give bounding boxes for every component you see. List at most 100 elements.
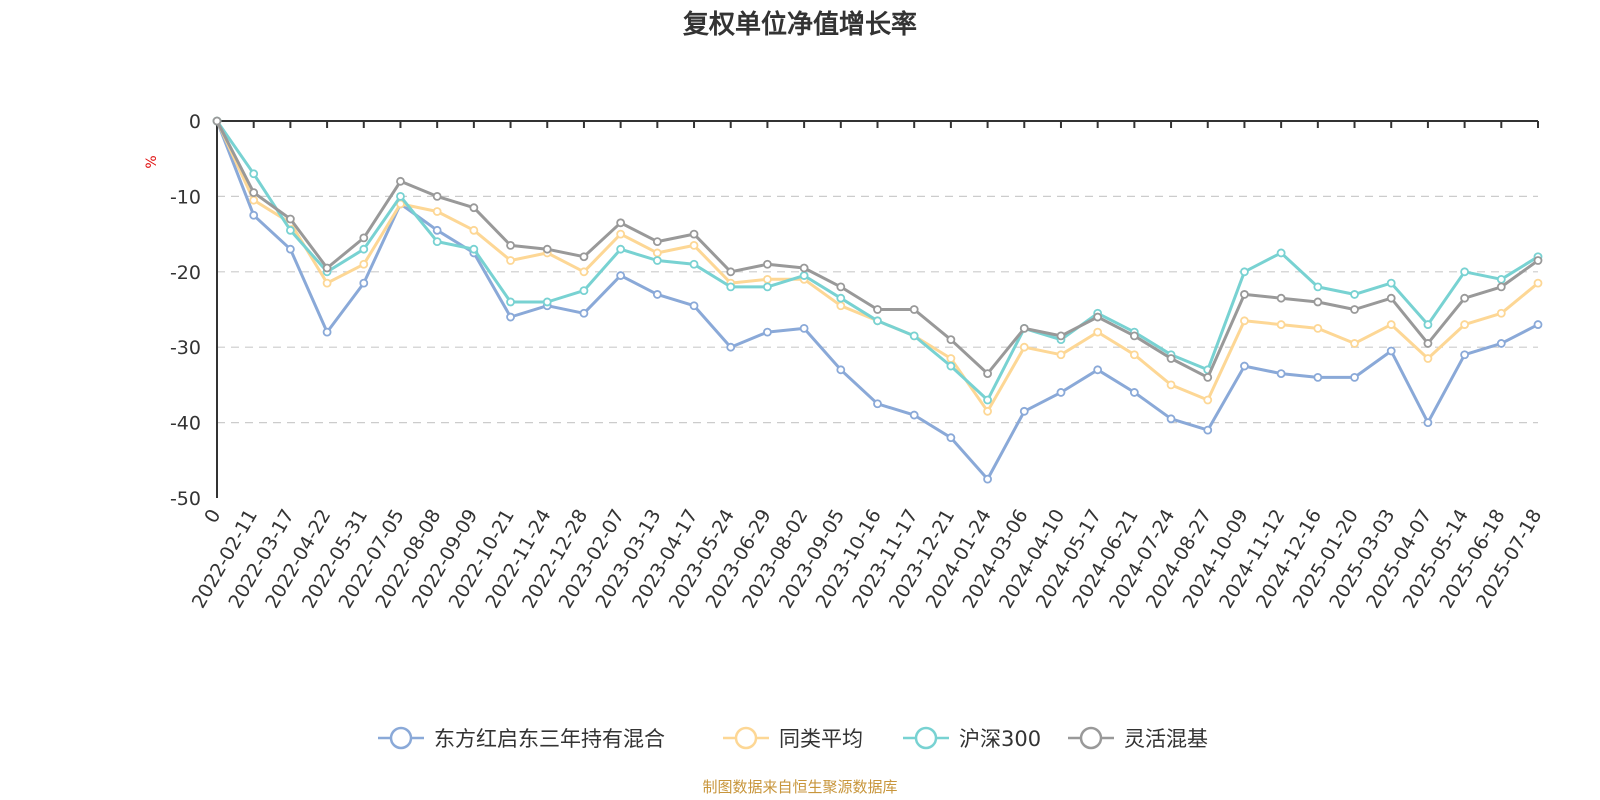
data-point	[1129, 350, 1139, 360]
data-point	[506, 312, 515, 322]
y-axis-unit-label: %	[144, 155, 160, 168]
data-point	[689, 259, 699, 269]
data-point	[836, 365, 846, 375]
x-tick-label-origin: 0	[200, 506, 225, 527]
axes	[216, 120, 1539, 498]
data-point	[652, 290, 662, 299]
data-point	[249, 188, 259, 198]
data-point	[1129, 331, 1139, 341]
data-point	[983, 369, 992, 378]
data-point	[1019, 342, 1029, 352]
data-point	[983, 395, 992, 405]
data-point	[1386, 278, 1396, 288]
legend-label: 东方红启东三年持有混合	[434, 727, 665, 751]
data-point	[1386, 293, 1396, 303]
series-line	[215, 120, 1539, 481]
data-point	[799, 271, 809, 280]
data-point	[1313, 282, 1323, 292]
legend-item[interactable]: 沪深300	[903, 726, 1041, 751]
data-point	[726, 282, 736, 292]
legend: 东方红启东三年持有混合 同类平均 沪深300 灵活混基	[378, 726, 1208, 751]
data-point	[1313, 372, 1323, 382]
data-point	[1056, 350, 1066, 360]
legend-marker	[1079, 726, 1103, 750]
data-point	[909, 305, 919, 314]
data-point	[1240, 361, 1249, 371]
legend-label: 灵活混基	[1124, 727, 1208, 751]
data-point	[799, 263, 809, 273]
data-point	[1496, 274, 1506, 284]
data-point	[836, 282, 846, 292]
chart-title: 复权单位净值增长率	[683, 9, 917, 40]
legend-item[interactable]: 同类平均	[723, 726, 863, 751]
data-point	[1240, 316, 1249, 326]
data-point	[1056, 388, 1066, 397]
data-point	[616, 218, 626, 228]
data-point	[469, 203, 479, 213]
data-point	[1166, 354, 1176, 363]
data-point	[1423, 320, 1433, 329]
data-point	[1093, 312, 1103, 322]
data-point	[946, 354, 956, 363]
legend-item[interactable]: 东方红启东三年持有混合	[378, 726, 665, 751]
data-point	[763, 282, 772, 292]
data-point	[1240, 290, 1249, 299]
data-point	[726, 267, 736, 277]
data-point	[1496, 282, 1506, 292]
data-point	[689, 241, 699, 250]
data-point	[285, 244, 295, 254]
data-point	[763, 274, 772, 284]
data-point	[1460, 293, 1470, 303]
data-point	[983, 406, 992, 416]
data-point	[322, 327, 332, 337]
data-point	[836, 293, 846, 303]
data-point	[763, 327, 772, 337]
data-point	[506, 297, 515, 307]
data-point	[1276, 248, 1286, 258]
data-point	[1350, 305, 1359, 314]
y-tick-label: 0	[189, 111, 201, 133]
data-point	[1423, 354, 1433, 363]
data-point	[1019, 323, 1029, 333]
data-point	[1313, 297, 1323, 307]
data-point	[1386, 320, 1396, 329]
data-point	[836, 301, 846, 311]
data-point	[1056, 331, 1066, 341]
data-point	[359, 278, 369, 288]
series-line	[215, 120, 1539, 402]
data-point	[469, 244, 479, 254]
data-point	[652, 237, 662, 247]
data-point	[1386, 346, 1396, 356]
data-point	[579, 252, 589, 262]
data-point	[1203, 395, 1213, 405]
data-point	[359, 244, 369, 254]
data-point	[506, 256, 515, 265]
data-point	[873, 305, 882, 314]
data-point	[1350, 290, 1359, 299]
legend-item[interactable]: 灵活混基	[1068, 726, 1208, 751]
data-point	[1203, 372, 1213, 382]
data-point	[799, 323, 809, 333]
data-point	[616, 271, 626, 280]
data-point	[616, 229, 626, 239]
data-point	[396, 191, 405, 201]
data-point	[249, 195, 259, 205]
y-tick-label: -20	[170, 262, 201, 284]
data-point	[249, 169, 259, 179]
data-point	[1166, 414, 1176, 424]
series-line	[215, 120, 1539, 413]
data-point	[763, 259, 772, 269]
data-point	[1496, 339, 1506, 348]
data-point	[212, 116, 222, 126]
data-point	[1533, 278, 1543, 288]
data-point	[432, 237, 442, 247]
data-point	[909, 331, 919, 341]
gridlines	[217, 195, 1538, 424]
data-point	[946, 335, 956, 345]
data-point	[579, 308, 589, 318]
series-3	[212, 116, 1543, 382]
data-point	[1166, 380, 1176, 390]
data-point	[1313, 323, 1323, 333]
data-point	[1203, 425, 1213, 435]
